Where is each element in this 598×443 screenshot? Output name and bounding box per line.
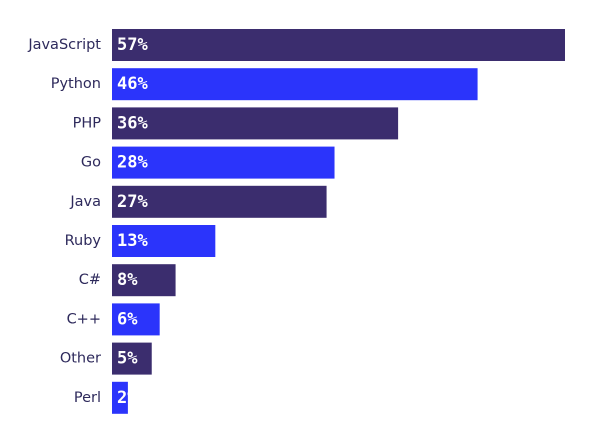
bar-javascript xyxy=(112,29,565,61)
bar-c xyxy=(112,264,176,297)
category-label: PHP xyxy=(73,115,102,131)
category-label: Java xyxy=(69,194,101,210)
category-label: Python xyxy=(51,76,101,92)
value-label: 6% xyxy=(117,309,138,329)
value-label: 46% xyxy=(117,74,148,94)
category-label: JavaScript xyxy=(27,37,101,53)
bar-c xyxy=(112,303,160,336)
bar-php xyxy=(112,107,399,140)
value-label: 8% xyxy=(117,270,138,290)
value-label: 13% xyxy=(117,231,148,251)
value-label: 28% xyxy=(117,153,148,173)
value-label: 5% xyxy=(117,349,138,369)
category-label: Perl xyxy=(74,390,101,406)
bar-python xyxy=(112,68,478,101)
value-label: 36% xyxy=(117,113,148,133)
category-label: Ruby xyxy=(65,233,102,249)
bar-other xyxy=(112,342,152,375)
bar-go xyxy=(112,146,335,179)
category-label: Other xyxy=(60,351,101,367)
bar-perl xyxy=(112,381,128,414)
bar-ruby xyxy=(112,225,216,257)
value-label: 27% xyxy=(117,192,148,212)
category-label: C++ xyxy=(67,311,101,327)
bar-java xyxy=(112,185,327,218)
category-label: Go xyxy=(81,155,101,171)
category-label: C# xyxy=(79,272,101,288)
value-label: 2% xyxy=(117,388,138,408)
value-label: 57% xyxy=(117,35,148,55)
